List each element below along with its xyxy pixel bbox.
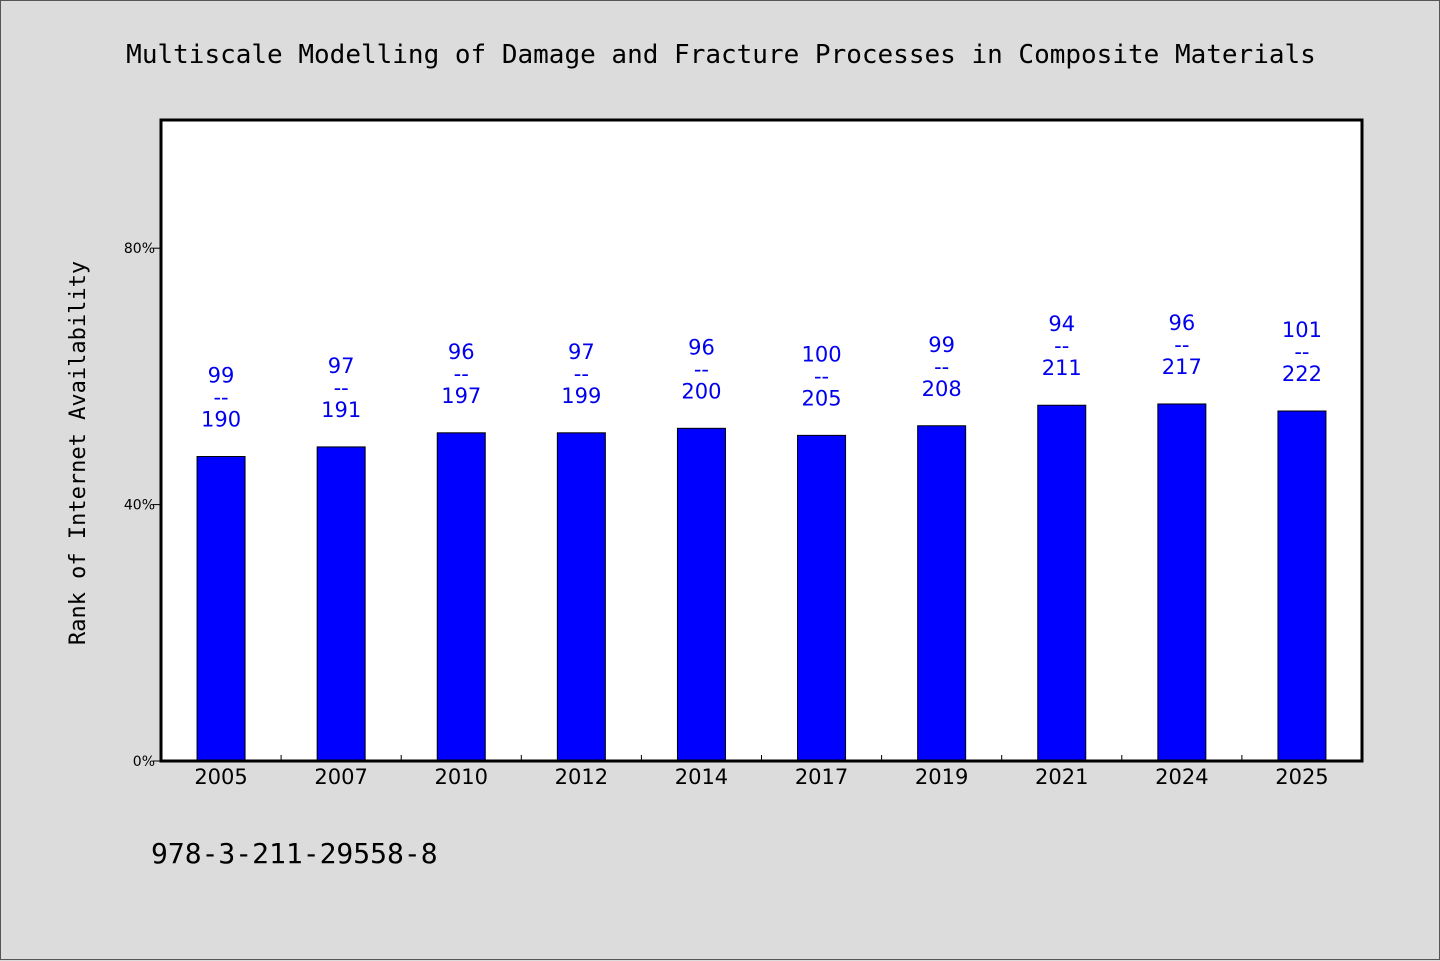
data-label-bottom: 199 bbox=[561, 384, 601, 408]
x-tick-label: 2014 bbox=[675, 765, 728, 789]
bar bbox=[436, 432, 486, 762]
x-tick-label: 2019 bbox=[915, 765, 968, 789]
data-label-separator: -- bbox=[454, 362, 469, 386]
data-label-top: 99 bbox=[208, 364, 235, 388]
x-tick-label: 2021 bbox=[1035, 765, 1088, 789]
x-tick-label: 2007 bbox=[314, 765, 367, 789]
data-label-bottom: 191 bbox=[321, 398, 361, 422]
x-tick-label: 2012 bbox=[555, 765, 608, 789]
plot-border bbox=[159, 118, 1364, 763]
x-tick-label: 2025 bbox=[1275, 765, 1328, 789]
data-label-bottom: 217 bbox=[1162, 355, 1202, 379]
x-tick-label: 2010 bbox=[435, 765, 488, 789]
x-tick-label: 2005 bbox=[194, 765, 247, 789]
data-label-bottom: 205 bbox=[802, 386, 842, 410]
y-axis-label: Rank of Internet Availability bbox=[66, 261, 91, 645]
data-label-top: 94 bbox=[1048, 312, 1075, 336]
data-label-top: 100 bbox=[802, 342, 842, 366]
data-label-top: 101 bbox=[1282, 318, 1322, 342]
data-label-separator: -- bbox=[334, 376, 349, 400]
bar bbox=[917, 425, 967, 762]
bar bbox=[676, 427, 726, 762]
data-label-separator: -- bbox=[1174, 333, 1189, 357]
data-label-separator: -- bbox=[814, 364, 829, 388]
y-tick-label: 80% bbox=[124, 241, 155, 257]
bar bbox=[196, 456, 246, 762]
data-label-bottom: 208 bbox=[922, 377, 962, 401]
data-label-top: 96 bbox=[1168, 311, 1195, 335]
x-tick-label: 2024 bbox=[1155, 765, 1208, 789]
data-label-separator: -- bbox=[1294, 340, 1309, 364]
chart-title: Multiscale Modelling of Damage and Fract… bbox=[126, 40, 1316, 70]
y-tick-label: 40% bbox=[124, 498, 155, 514]
data-label-top: 96 bbox=[448, 340, 475, 364]
bar bbox=[1037, 404, 1087, 762]
data-label-top: 96 bbox=[688, 335, 715, 359]
data-label-bottom: 197 bbox=[441, 384, 481, 408]
bar bbox=[1277, 410, 1327, 762]
y-tick-label: 0% bbox=[133, 754, 155, 770]
data-label-bottom: 200 bbox=[681, 379, 721, 403]
data-labels-group: 99--19097--19196--19797--19996--200100--… bbox=[201, 311, 1322, 432]
bar bbox=[316, 446, 366, 762]
data-label-bottom: 211 bbox=[1042, 356, 1082, 380]
y-axis-ticks: 0% 40% 80% bbox=[124, 241, 161, 770]
data-label-separator: -- bbox=[934, 355, 949, 379]
data-label-separator: -- bbox=[694, 357, 709, 381]
data-label-bottom: 190 bbox=[201, 408, 241, 432]
bars-group bbox=[196, 403, 1327, 762]
data-label-separator: -- bbox=[213, 386, 228, 410]
data-label-bottom: 222 bbox=[1282, 362, 1322, 386]
data-label-separator: -- bbox=[574, 362, 589, 386]
data-label-separator: -- bbox=[1054, 334, 1069, 358]
isbn-footer: 978-3-211-29558-8 bbox=[151, 837, 438, 870]
data-label-top: 99 bbox=[928, 333, 955, 357]
bar bbox=[1157, 403, 1207, 762]
x-tick-label: 2017 bbox=[795, 765, 848, 789]
data-label-top: 97 bbox=[328, 354, 355, 378]
data-label-top: 97 bbox=[568, 340, 595, 364]
bar bbox=[556, 432, 606, 762]
x-axis-ticks: 2005 2007 2010 2012 2014 2017 2019 2021 2024 2025 bbox=[194, 755, 1329, 789]
bar bbox=[797, 434, 847, 762]
